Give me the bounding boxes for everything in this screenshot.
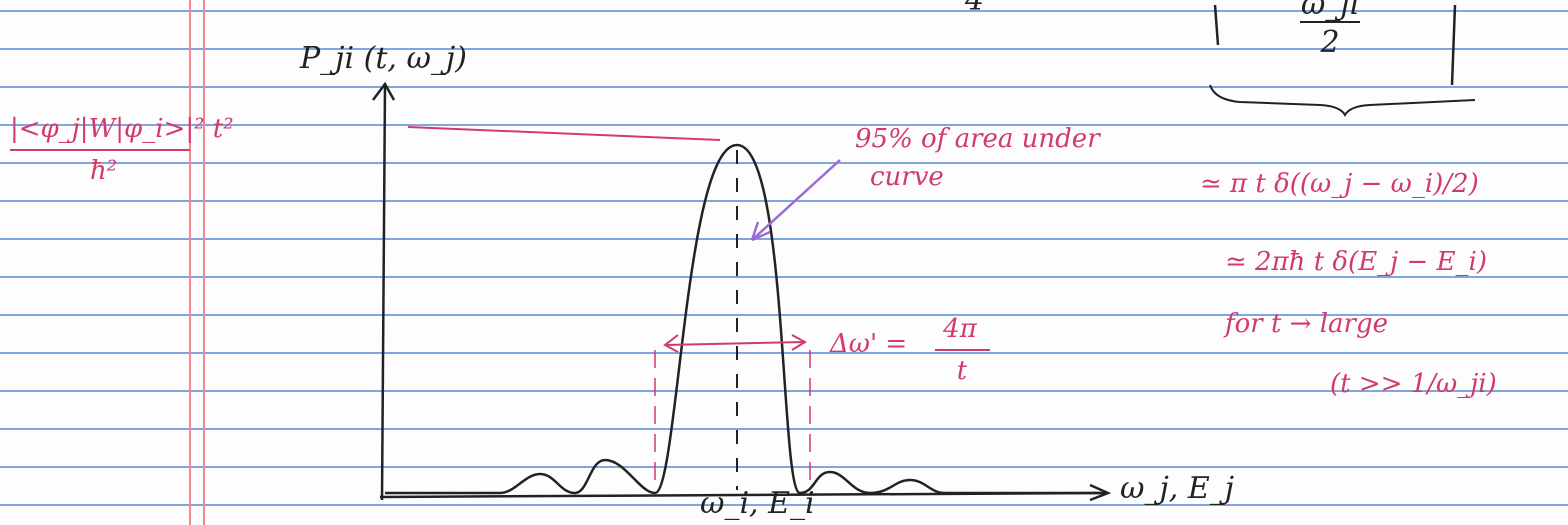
peak-value-denominator: ħ² [90,156,117,186]
top-fragment: 4 [964,0,984,18]
width-label-denominator: t [957,356,968,386]
notebook-page: 4 ω_ji 2 P_ji (t, ω_j) ω_j, E_j ω_i, E_i… [0,0,1568,525]
annotation-line: 95% of area under [855,124,1101,154]
width-label-prefix: Δω' = [829,329,907,359]
peak-value-numerator: |<φ_j|W|φ_i>|² t² [10,114,234,144]
page: 4 ω_ji 2 P_ji (t, ω_j) ω_j, E_j ω_i, E_i… [0,0,1568,525]
result-line: ≃ 2πħ t δ(E_j − E_i) [1225,247,1487,277]
result-line: (t >> 1/ω_ji) [1330,369,1497,399]
result-line: for t → large [1223,309,1388,339]
annotation-line: curve [870,162,944,192]
fraction-numerator: ω_ji [1301,0,1359,22]
width-label-numerator: 4π [942,314,978,344]
y-axis-label: P_ji (t, ω_j) [299,41,467,76]
fraction-denominator: 2 [1319,25,1339,60]
result-line: ≃ π t δ((ω_j − ω_i)/2) [1200,169,1479,199]
x-axis-label: ω_j, E_j [1120,471,1234,506]
